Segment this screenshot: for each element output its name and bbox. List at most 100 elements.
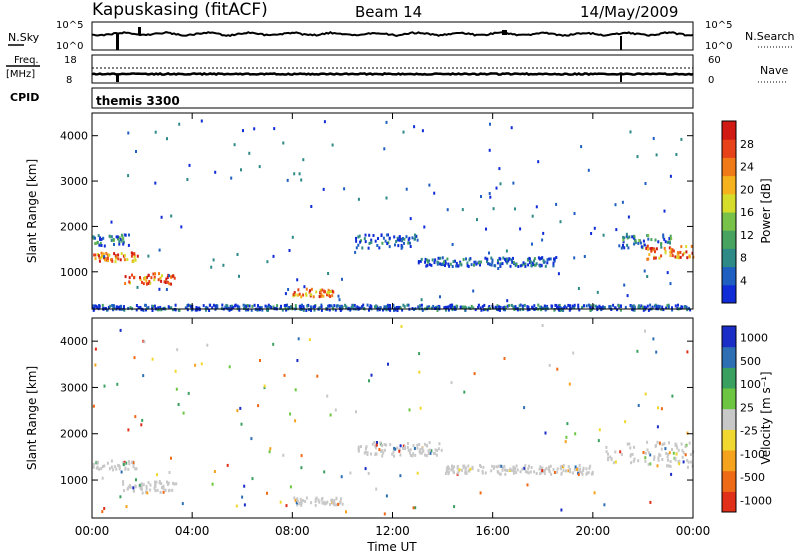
data-cell (319, 290, 322, 294)
data-cell (198, 308, 201, 312)
data-cell (399, 306, 402, 310)
noise-cell (492, 207, 495, 211)
noise-cell (206, 343, 209, 347)
noise-cell (418, 370, 421, 374)
nave-tick-bottom: 0 (708, 75, 714, 86)
noise-cell (669, 174, 672, 178)
data-cell (605, 450, 608, 454)
data-cell (463, 464, 466, 468)
data-cell (441, 262, 443, 266)
data-cell (232, 306, 235, 310)
data-cell (553, 259, 556, 263)
nsky-line (91, 30, 694, 38)
data-cell (467, 265, 470, 268)
data-cell (484, 256, 487, 260)
data-cell (95, 305, 98, 308)
data-cell (505, 257, 508, 261)
noise-cell (94, 347, 97, 351)
data-cell (646, 440, 649, 444)
noise-cell (349, 471, 352, 475)
data-cell (414, 237, 416, 241)
data-cell (654, 238, 657, 242)
data-cell (298, 305, 301, 309)
data-cell (146, 491, 149, 495)
noise-cell (136, 285, 139, 289)
data-cell (379, 441, 382, 445)
data-cell (294, 498, 297, 502)
data-cell (326, 293, 328, 297)
data-cell (684, 453, 687, 457)
data-cell (312, 295, 315, 299)
data-cell (686, 308, 689, 312)
data-cell (245, 305, 248, 309)
noise-cell (629, 130, 632, 134)
noise-cell (160, 215, 163, 219)
data-cell (495, 465, 498, 469)
data-cell (118, 465, 121, 469)
data-cell (355, 239, 358, 243)
data-cell (305, 293, 308, 297)
data-cell (136, 254, 139, 258)
data-cell (501, 468, 504, 472)
data-cell (607, 456, 610, 460)
data-cell (659, 454, 662, 457)
data-cell (131, 273, 133, 277)
data-cell (639, 241, 642, 245)
data-cell (569, 467, 571, 471)
colorbar-tick-label: 500 (740, 355, 761, 368)
noise-cell (266, 260, 269, 264)
data-cell (405, 235, 408, 239)
data-cell (486, 260, 488, 264)
data-cell (573, 306, 576, 309)
data-cell (512, 260, 515, 264)
data-cell (559, 306, 562, 310)
colorbar-tick-label: 25 (740, 401, 754, 414)
data-cell (154, 482, 157, 486)
colorbar-tick-label: 100 (740, 378, 761, 391)
noise-cell (283, 373, 286, 377)
data-cell (399, 453, 402, 457)
data-cell (540, 467, 543, 471)
data-cell (211, 306, 214, 310)
data-cell (689, 255, 691, 259)
data-cell (101, 465, 104, 468)
data-cell (681, 455, 684, 459)
noise-cell (375, 487, 378, 491)
data-cell (685, 245, 688, 248)
data-cell (682, 451, 685, 455)
nsky-spike (502, 30, 507, 35)
data-cell (411, 454, 414, 458)
data-cell (144, 303, 147, 307)
data-cell (350, 305, 353, 309)
data-cell (531, 261, 534, 265)
noise-cell (590, 232, 593, 235)
beam-label: Beam 14 (355, 3, 422, 21)
data-cell (571, 471, 574, 475)
data-cell (147, 481, 150, 485)
data-cell (173, 276, 176, 280)
data-cell (681, 449, 684, 453)
data-cell (296, 497, 299, 501)
data-cell (118, 240, 121, 244)
noise-cell (621, 200, 624, 204)
data-cell (381, 449, 384, 453)
noise-cell (143, 340, 146, 344)
y-tick-label: 2000 (60, 220, 88, 233)
data-cell (552, 261, 555, 265)
data-cell (499, 263, 502, 267)
data-cell (587, 471, 590, 475)
data-cell (511, 260, 514, 264)
data-cell (320, 303, 323, 307)
data-cell (92, 462, 95, 466)
data-cell (438, 442, 441, 446)
data-cell (399, 237, 402, 241)
data-cell (106, 461, 109, 465)
noise-cell (103, 255, 106, 259)
data-cell (647, 234, 650, 237)
noise-cell (211, 482, 214, 486)
noise-cell (503, 357, 506, 360)
data-cell (172, 308, 175, 312)
data-cell (392, 303, 395, 307)
noise-cell (627, 215, 630, 219)
data-cell (632, 236, 635, 240)
